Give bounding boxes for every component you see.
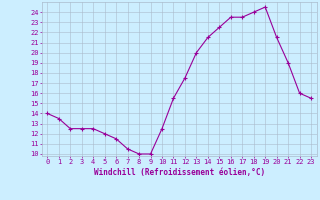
- X-axis label: Windchill (Refroidissement éolien,°C): Windchill (Refroidissement éolien,°C): [94, 168, 265, 177]
